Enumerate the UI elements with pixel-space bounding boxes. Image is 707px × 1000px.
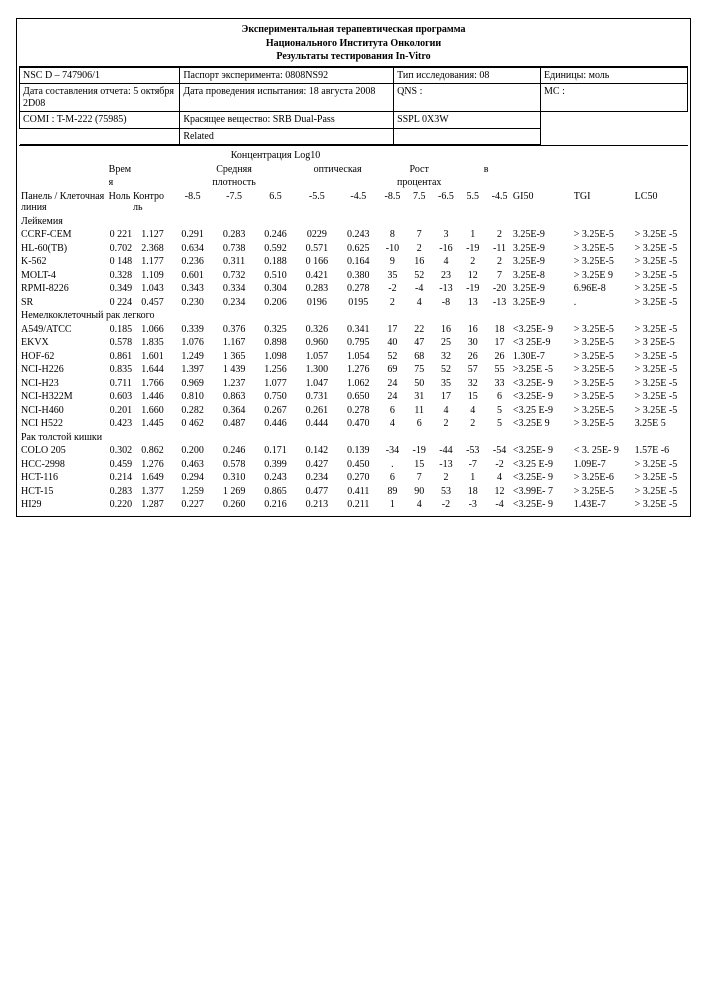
table-row: NCI-H322M0.6031.4460.8100.8630.7500.7310… bbox=[21, 390, 686, 404]
col-gi: GI50 bbox=[513, 190, 574, 215]
nsc-cell: NSC D – 747906/1 bbox=[20, 67, 180, 84]
document-frame: Экспериментальная терапевтическая програ… bbox=[16, 18, 691, 517]
data-table: Концентрация Log10 Врем Средняя оптическ… bbox=[21, 149, 686, 512]
col-p3: -6.5 bbox=[433, 190, 460, 215]
super-od3: плотность bbox=[172, 176, 296, 190]
section-header: Немелкоклеточный рак легкого bbox=[21, 309, 686, 323]
title-line-2: Национального Института Онкологии bbox=[19, 37, 688, 51]
section-header: Лейкемия bbox=[21, 215, 686, 229]
col-d2: -7.5 bbox=[213, 190, 254, 215]
report-date-cell: Дата составления отчета: 5 октября 2D08 bbox=[20, 84, 180, 112]
table-row: HOF-620.8611.6011.2491 3651.0981.0571.05… bbox=[21, 350, 686, 364]
table-row: NCI-H4600.2011.6600.2820.3640.2670.2610.… bbox=[21, 404, 686, 418]
table-row: HI290.2201.2870.2270.2600.2160.2130.2111… bbox=[21, 498, 686, 512]
col-d4: -5.5 bbox=[296, 190, 337, 215]
col-lc: LC50 bbox=[635, 190, 686, 215]
title-line-3: Результаты тестирования In-Vitro bbox=[19, 50, 688, 64]
col-d1: -8.5 bbox=[172, 190, 213, 215]
header-table: NSC D – 747906/1 Паспорт эксперимента: 0… bbox=[19, 67, 688, 146]
col-time3: Ноль bbox=[109, 190, 133, 215]
title-line-1: Экспериментальная терапевтическая програ… bbox=[19, 23, 688, 37]
super-growth1: Рост bbox=[379, 163, 459, 177]
super-conc: Концентрация Log10 bbox=[172, 149, 379, 163]
col-p5: -4.5 bbox=[486, 190, 513, 215]
table-row: SR0 2240.4570.2300.2340.2060196019524-81… bbox=[21, 296, 686, 310]
super-od2: оптическая bbox=[296, 163, 379, 177]
table-row: HCT-150.2831.3771.2591 2690.8650.4770.41… bbox=[21, 485, 686, 499]
title-block: Экспериментальная терапевтическая програ… bbox=[19, 21, 688, 67]
table-row: CCRF-CEM0 2211.1270.2910.2830.24602290.2… bbox=[21, 228, 686, 242]
col-d3: 6.5 bbox=[255, 190, 296, 215]
super-growth2: в bbox=[459, 163, 513, 177]
table-row: NCI-H230.7111.7660.9691.2371.0771.0471.0… bbox=[21, 377, 686, 391]
col-ctrl: Контро ль bbox=[133, 190, 172, 215]
passport-cell: Паспорт эксперимента: 0808NS92 bbox=[180, 67, 394, 84]
col-tgi: TGI bbox=[574, 190, 635, 215]
stain-cell: Красящее вещество: SRB Dual-Pass bbox=[180, 112, 394, 129]
col-d5: -4.5 bbox=[338, 190, 379, 215]
related-cell: Related bbox=[180, 128, 394, 145]
table-row: HL-60(TB)0.7022.3680.6340.7380.5920.5710… bbox=[21, 242, 686, 256]
mc-cell: MC : bbox=[541, 84, 688, 112]
table-row: HCC-29980.4591.2760.4630.5780.3990.4270.… bbox=[21, 458, 686, 472]
section-header: Рак толстой кишки bbox=[21, 431, 686, 445]
col-time1: Врем bbox=[109, 163, 133, 177]
col-p2: 7.5 bbox=[406, 190, 433, 215]
units-cell: Единицы: моль bbox=[541, 67, 688, 84]
qns-cell: QNS : bbox=[394, 84, 541, 112]
col-p4: 5.5 bbox=[459, 190, 486, 215]
data-table-wrap: Концентрация Log10 Врем Средняя оптическ… bbox=[19, 145, 688, 514]
col-panel: Панель / Клеточная линия bbox=[21, 190, 109, 215]
super-od1: Средняя bbox=[172, 163, 296, 177]
study-type-cell: Тип исследования: 08 bbox=[394, 67, 541, 84]
table-row: COLO 2050.3020.8620.2000.2460.1710.1420.… bbox=[21, 444, 686, 458]
table-row: MOLT-40.3281.1090.6010.7320.5100.4210.38… bbox=[21, 269, 686, 283]
test-date-cell: Дата проведения испытания: 18 августа 20… bbox=[180, 84, 394, 112]
table-row: K-5620 1481.1770.2360.3110.1880 1660.164… bbox=[21, 255, 686, 269]
table-row: NCI H5220.4231.4450 4620.4870.4460.4440.… bbox=[21, 417, 686, 431]
table-row: EKVX0.5781.8351.0761.1670.8980.9600.7954… bbox=[21, 336, 686, 350]
table-row: A549/ATCC0.1851.0660.3390.3760.3250.3260… bbox=[21, 323, 686, 337]
col-p1: -8.5 bbox=[379, 190, 406, 215]
super-growth3: процентах bbox=[379, 176, 459, 190]
table-row: HCT-1160.2141.6490.2940.3100.2430.2340.2… bbox=[21, 471, 686, 485]
sspl-cell: SSPL 0X3W bbox=[394, 112, 541, 129]
col-time2: я bbox=[109, 176, 133, 190]
table-row: NCI-H2260.8351.6441.3971 4391.2561.3001.… bbox=[21, 363, 686, 377]
table-row: RPMI-82260.3491.0430.3430.3340.3040.2830… bbox=[21, 282, 686, 296]
comi-cell: COMI : T-M-222 (75985) bbox=[20, 112, 180, 129]
